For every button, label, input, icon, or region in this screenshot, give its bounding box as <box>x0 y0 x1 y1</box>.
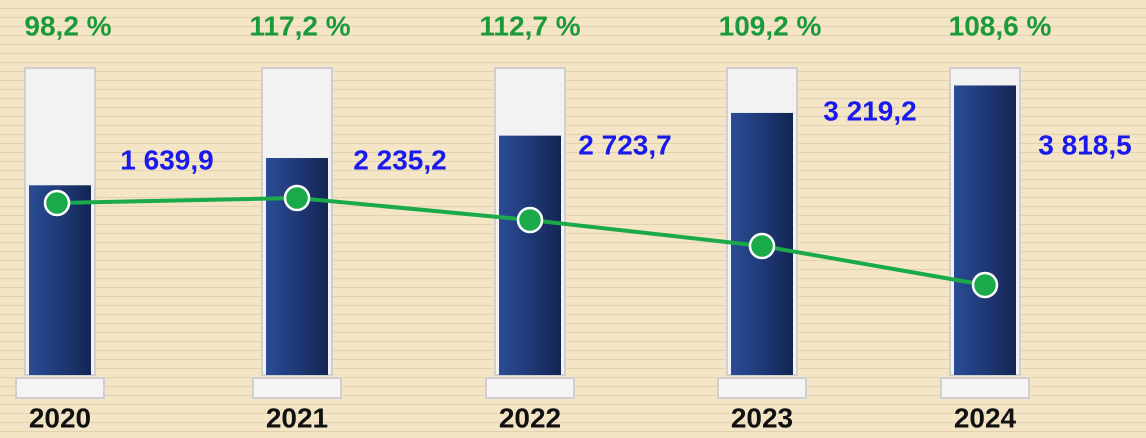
value-label: 2 723,7 <box>578 129 671 160</box>
bar <box>499 135 561 375</box>
x-tick-label: 2022 <box>499 402 561 433</box>
bar-plinth <box>252 377 342 399</box>
bar <box>954 85 1016 375</box>
value-label: 3 818,5 <box>1038 129 1131 160</box>
x-tick-label: 2024 <box>954 402 1017 433</box>
trend-dot <box>516 206 544 234</box>
value-label: 1 639,9 <box>120 144 213 175</box>
x-tick-label: 2023 <box>731 402 793 433</box>
growth-label: 98,2 % <box>24 10 111 41</box>
trend-dot <box>43 189 71 217</box>
bar-plinth <box>717 377 807 399</box>
bar-plinth <box>485 377 575 399</box>
bar <box>29 185 91 375</box>
growth-label: 109,2 % <box>719 10 822 41</box>
growth-label: 108,6 % <box>949 10 1052 41</box>
trend-dot <box>748 232 776 260</box>
bar-plinth <box>15 377 105 399</box>
bar-plinth <box>940 377 1030 399</box>
x-tick-label: 2020 <box>29 402 91 433</box>
trend-dot <box>971 271 999 299</box>
value-label: 3 219,2 <box>823 95 916 126</box>
trend-dots <box>43 184 999 299</box>
growth-label: 112,7 % <box>479 10 580 41</box>
trend-dot <box>283 184 311 212</box>
value-label: 2 235,2 <box>353 144 446 175</box>
growth-label: 117,2 % <box>249 10 350 41</box>
x-tick-label: 2021 <box>266 402 328 433</box>
